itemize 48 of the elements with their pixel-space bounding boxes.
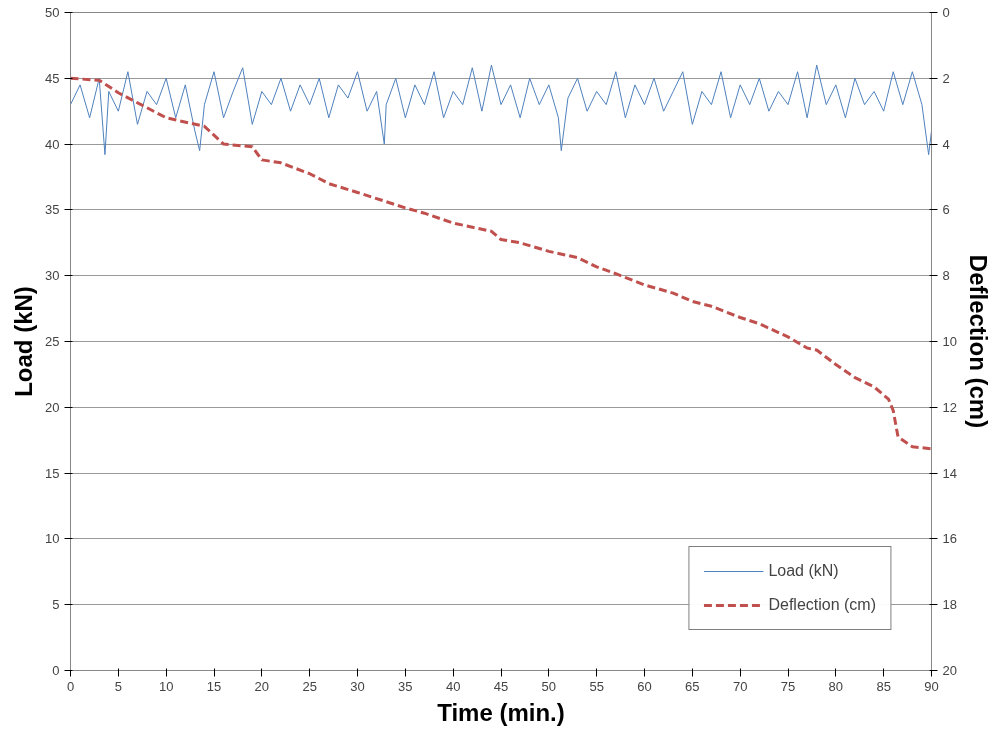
x-tick-label: 55 xyxy=(589,678,604,694)
line-series xyxy=(70,64,932,156)
y2-tick-label: 0 xyxy=(942,5,950,20)
y-tick-label: 10 xyxy=(45,531,60,547)
y2-tick-label: 4 xyxy=(942,136,950,152)
y-tick-label: 25 xyxy=(45,334,60,349)
y-tick-label: 30 xyxy=(45,268,60,284)
y2-tick-label: 16 xyxy=(942,531,957,547)
y-tick-label: 40 xyxy=(45,136,60,152)
x-tick-label: 85 xyxy=(876,678,891,694)
legend-label: Load (kN) xyxy=(768,562,839,580)
x-tick-label: 30 xyxy=(350,678,365,694)
y2-tick-label: 10 xyxy=(942,334,957,349)
x-tick-label: 65 xyxy=(685,678,700,694)
x-tick-label: 75 xyxy=(780,678,796,694)
x-tick-label: 40 xyxy=(445,678,461,694)
x-tick-label: 70 xyxy=(732,678,748,694)
y-tick-label: 5 xyxy=(52,597,60,613)
y-tick-label: 50 xyxy=(45,5,60,20)
y2-tick-label: 18 xyxy=(942,597,957,613)
x-tick-label: 80 xyxy=(828,678,844,694)
line-series xyxy=(70,76,932,451)
y2-tick-label: 12 xyxy=(942,399,957,415)
y-tick-label: 15 xyxy=(45,465,60,481)
x-axis-title: Time (min.) xyxy=(437,698,565,726)
x-tick-label: 15 xyxy=(206,678,222,694)
x-tick-label: 45 xyxy=(493,678,509,694)
y-axis-title: Load (kN) xyxy=(10,286,38,397)
y2-tick-label: 2 xyxy=(942,70,950,86)
y2-tick-label: 14 xyxy=(942,465,957,481)
y2-tick-label: 6 xyxy=(942,202,950,218)
legend-label: Deflection (cm) xyxy=(768,596,876,614)
y2-axis-title: Deflection (cm) xyxy=(964,254,992,429)
x-tick-label: 50 xyxy=(541,678,557,694)
y-tick-label: 0 xyxy=(52,663,60,678)
x-tick-label: 20 xyxy=(254,678,270,694)
x-tick-label: 35 xyxy=(398,678,413,694)
x-tick-label: 10 xyxy=(158,678,174,694)
x-tick-label: 25 xyxy=(302,678,317,694)
x-tick-label: 0 xyxy=(66,678,75,694)
x-tick-label: 60 xyxy=(637,678,652,694)
y2-tick-label: 8 xyxy=(942,268,950,284)
y-tick-label: 20 xyxy=(45,399,60,415)
x-tick-label: 90 xyxy=(924,678,939,694)
y-tick-label: 35 xyxy=(45,202,60,218)
y2-tick-label: 20 xyxy=(942,663,957,678)
y-tick-label: 45 xyxy=(45,70,60,86)
x-tick-label: 5 xyxy=(114,678,122,694)
